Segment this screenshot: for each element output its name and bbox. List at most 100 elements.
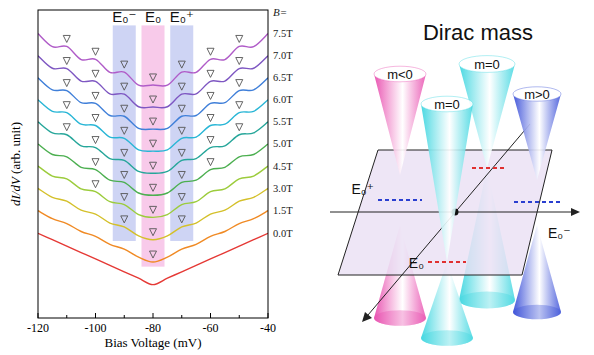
peak-marker — [63, 102, 70, 109]
peak-marker — [150, 140, 157, 147]
peak-marker — [150, 184, 157, 191]
diagram-title: Dirac mass — [423, 20, 533, 45]
cone-label: m=0 — [474, 57, 500, 72]
peak-marker — [178, 216, 185, 223]
peak-marker — [63, 124, 70, 131]
peak-marker — [63, 35, 70, 42]
series-label: 5.5T — [273, 116, 293, 127]
peak-marker — [207, 48, 214, 55]
cone-top — [513, 87, 561, 101]
series-label: 7.5T — [273, 28, 293, 39]
peak-marker — [178, 61, 185, 68]
peak-marker — [236, 58, 243, 65]
y-axis-label: dI/dV (arb. unit) — [8, 122, 23, 206]
x-tick-label: -120 — [27, 321, 49, 335]
cone-upper — [513, 94, 561, 180]
axis-arrow — [571, 208, 580, 216]
cone-top — [374, 66, 426, 82]
y-axis-label-part: (arb. unit) — [8, 122, 23, 177]
series-label: 1.5T — [273, 205, 293, 216]
labels: 0.0T1.5T3.0T4.5T5.0T5.5T6.0T6.5T7.0T7.5T… — [112, 6, 293, 239]
x-minor-tick — [239, 315, 240, 318]
peak-marker — [150, 162, 157, 169]
cone-label: m=0 — [434, 97, 460, 112]
peak-marker — [92, 159, 99, 166]
series-line — [38, 34, 268, 86]
level-line — [378, 199, 422, 201]
cone-upper — [374, 74, 426, 175]
peak-marker — [178, 83, 185, 90]
peak-marker — [121, 216, 128, 223]
peak-marker — [63, 58, 70, 65]
peak-marker — [207, 137, 214, 144]
series-label: 3.0T — [273, 183, 293, 194]
level-label: E₀⁻ — [548, 225, 571, 241]
peak-marker — [178, 171, 185, 178]
peak-marker — [150, 96, 157, 103]
series-line — [38, 56, 268, 108]
peak-marker — [92, 92, 99, 99]
peak-marker — [236, 35, 243, 42]
axis-arrow — [362, 312, 372, 322]
peak-marker — [121, 194, 128, 201]
series-label: 7.0T — [273, 50, 293, 61]
peak-marker — [63, 80, 70, 87]
series-line — [38, 188, 268, 239]
x-minor-tick — [181, 315, 182, 318]
peak-marker — [150, 206, 157, 213]
peak-marker — [236, 124, 243, 131]
x-tick-label: -60 — [203, 321, 219, 335]
peak-marker — [178, 127, 185, 134]
peak-marker — [236, 80, 243, 87]
x-tick — [210, 313, 211, 318]
x-minor-tick — [66, 315, 67, 318]
band — [170, 25, 193, 241]
x-tick-label: -100 — [85, 321, 107, 335]
series-label: 5.0T — [273, 138, 293, 149]
series-line — [38, 233, 268, 284]
peak-marker — [121, 105, 128, 112]
level-label: E₀⁺ — [351, 181, 374, 197]
series-label: 4.5T — [273, 161, 293, 172]
peak-marker — [150, 251, 157, 258]
band-label: E₀⁻ — [112, 8, 136, 25]
cone-bottom — [421, 330, 473, 346]
x-tick-label: -80 — [145, 321, 161, 335]
cone-upper — [421, 104, 473, 262]
band-label: E₀ — [145, 8, 161, 25]
cone-top — [421, 96, 473, 112]
background — [0, 0, 594, 355]
peak-marker — [150, 229, 157, 236]
peak-marker — [178, 194, 185, 201]
peak-marker — [92, 115, 99, 122]
level-label: E₀ — [409, 255, 424, 271]
peak-marker — [207, 92, 214, 99]
legend-title: B= — [273, 6, 287, 18]
peak-marker — [121, 171, 128, 178]
figure: 0.0T1.5T3.0T4.5T5.0T5.5T6.0T6.5T7.0T7.5T… — [0, 0, 594, 355]
x-axis-label: Bias Voltage (mV) — [104, 335, 201, 350]
x-tick — [38, 313, 39, 318]
peak-marker — [121, 61, 128, 68]
x-minor-tick — [124, 315, 125, 318]
cone-label: m<0 — [387, 67, 413, 82]
peak-marker — [92, 70, 99, 77]
peak-marker — [178, 105, 185, 112]
y-axis-label-part: dI/dV — [8, 175, 23, 206]
peak-marker — [207, 115, 214, 122]
series-label: 6.0T — [273, 94, 293, 105]
level-line — [428, 261, 466, 263]
cone-bottom — [513, 305, 561, 319]
peak-marker — [121, 127, 128, 134]
band-label: E₀⁺ — [170, 8, 194, 25]
plot-area — [38, 25, 268, 284]
chart: 0.0T1.5T3.0T4.5T5.0T5.5T6.0T6.5T7.0T7.5T… — [8, 6, 293, 350]
cone-bottom — [374, 310, 426, 326]
peak-marker — [92, 137, 99, 144]
peak-marker — [121, 83, 128, 90]
series-label: 6.5T — [273, 72, 293, 83]
x-tick — [95, 313, 96, 318]
cone-bottom — [459, 292, 515, 309]
peak-marker — [207, 70, 214, 77]
diagram: Dirac massm<0m=0m=0m>0E₀⁺E₀E₀⁻ — [330, 20, 580, 346]
